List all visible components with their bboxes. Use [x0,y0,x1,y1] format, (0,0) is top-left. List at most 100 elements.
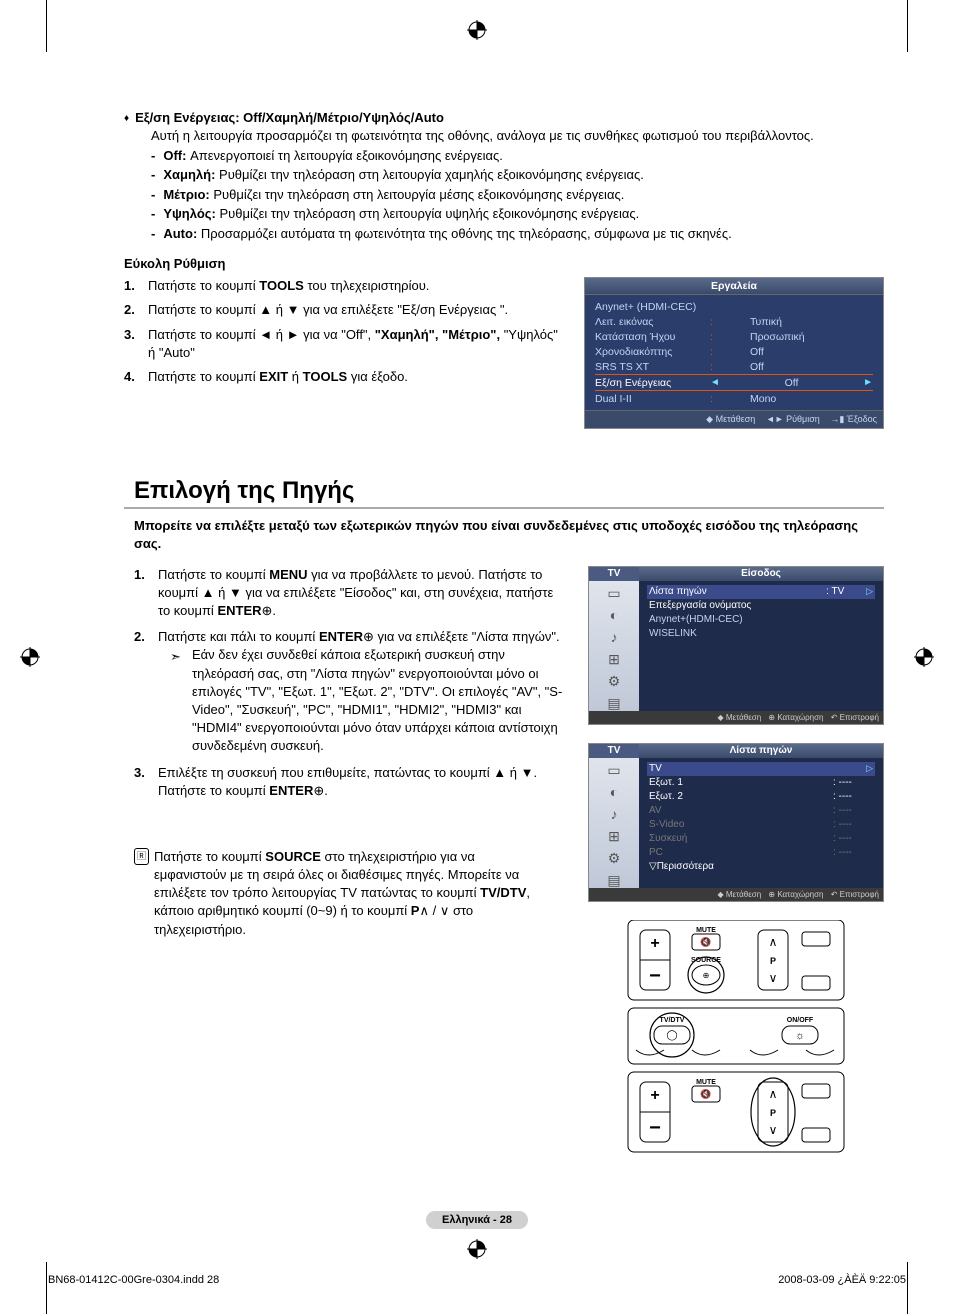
picture-icon: ◐ [606,784,622,800]
title-underline [124,507,884,509]
step-item: Πατήστε και πάλι το κουμπί ENTER⊕ για να… [134,628,568,755]
svg-text:ON/OFF: ON/OFF [787,1017,814,1024]
channel-icon: ⊞ [606,828,622,844]
crop-mark [46,0,47,52]
svg-text:P: P [770,1108,776,1118]
osd-item: PC: ---- [647,846,875,860]
document-footer: BN68-01412C-00Gre-0304.indd 28 2008-03-0… [48,1274,906,1286]
tools-menu-row: Λειτ. εικόνας:Τυπική [595,314,873,329]
footer-hint: ⊕ Καταχώρηση [768,890,823,899]
energy-desc: Αυτή η λειτουργία προσαρμόζει τη φωτεινό… [151,127,884,145]
svg-text:P: P [770,956,776,966]
crop-mark [907,1262,908,1314]
osd-tv-label: TV [589,567,639,581]
svg-text:+: + [650,935,659,952]
crop-mark [46,1262,47,1314]
sound-icon: ♪ [606,806,622,822]
tools-menu-row: Dual I-II:Mono [595,391,873,406]
osd-input-menu: TV Είσοδος ▭ ◐ ♪ ⊞ ⚙ ▤ Λίστα πηγών: TV▷Ε… [588,566,884,725]
tools-menu-row: Κατάσταση Ήχου:Προσωπική [595,329,873,344]
tools-menu-header: Εργαλεία [585,278,883,295]
bullet-icon: ♦ [124,113,129,124]
dash-item: -Χαμηλή: Ρυθμίζει την τηλεόραση στη λειτ… [151,166,884,184]
osd-item: Επεξεργασία ονόματος [647,599,875,613]
registration-mark-icon [20,647,40,667]
osd-item: AV: ---- [647,804,875,818]
osd-tv-label: TV [589,744,639,758]
setup-icon: ⚙ [606,850,622,866]
page-number-pill: Ελληνικά - 28 [426,1211,528,1229]
dash-item: -Off: Απενεργοποιεί τη λειτουργία εξοικο… [151,147,884,165]
remote-icon: 🅁 [134,848,149,865]
tools-menu-row: Εξ/ση Ενέργειας◄Off► [595,374,873,391]
doc-filename: BN68-01412C-00Gre-0304.indd 28 [48,1274,219,1286]
osd-sidebar: ▭ ◐ ♪ ⊞ ⚙ ▤ [589,758,639,888]
picture-icon: ◐ [606,607,622,623]
footer-hint: ◄► Ρύθμιση [766,414,820,424]
dash-item: -Auto: Προσαρμόζει αυτόματα τη φωτεινότη… [151,225,884,243]
input-list-icon: ▤ [606,872,622,888]
svg-text:◯: ◯ [666,1030,677,1041]
step-item: Πατήστε το κουμπί MENU για να προβάλλετε… [134,566,568,621]
osd-footer: ◆ Μετάθεση ⊕ Καταχώρηση ↶ Επιστροφή [589,711,883,724]
note-block: ➣Εάν δεν έχει συνδεθεί κάποια εξωτερική … [158,646,568,755]
osd-item: Λίστα πηγών: TV▷ [647,585,875,599]
step-item: Πατήστε το κουμπί EXIT ή TOOLS για έξοδο… [124,368,568,386]
doc-timestamp: 2008-03-09 ¿ÀÈÄ 9:22:05 [778,1274,906,1286]
dash-item: -Υψηλός: Ρυθμίζει την τηλεόραση στη λειτ… [151,205,884,223]
easy-setup-title: Εύκολη Ρύθμιση [124,256,884,271]
svg-text:☼: ☼ [795,1030,805,1042]
easy-setup-section: Εύκολη Ρύθμιση Πατήστε το κουμπί TOOLS τ… [124,256,884,429]
svg-text:∨: ∨ [769,971,778,985]
svg-text:∧: ∧ [769,1087,778,1101]
input-icon: ▭ [606,762,622,778]
remote-diagram: + − MUTE 🔇 SOURCE ⊕ ∧ P ∨ [588,920,884,1160]
registration-mark-icon [467,20,487,40]
sound-icon: ♪ [606,629,622,645]
setup-icon: ⚙ [606,673,622,689]
svg-text:MUTE: MUTE [696,927,716,934]
footer-hint: ◆ Μετάθεση [706,414,755,424]
footer-hint: ↶ Επιστροφή [831,713,879,722]
input-icon: ▭ [606,585,622,601]
svg-text:∨: ∨ [769,1123,778,1137]
osd-item: Εξωτ. 2: ---- [647,790,875,804]
step-item: Επιλέξτε τη συσκευή που επιθυμείτε, πατώ… [134,764,568,800]
osd-item: WISELINK [647,627,875,641]
registration-mark-icon [914,647,934,667]
svg-text:⊕: ⊕ [703,971,710,980]
osd-item: S-Video: ---- [647,818,875,832]
remote-note: 🅁 Πατήστε το κουμπί SOURCE στο τηλεχειρι… [124,848,544,939]
svg-text:TV/DTV: TV/DTV [660,1017,685,1024]
input-list-icon: ▤ [606,695,622,711]
svg-text:🔇: 🔇 [700,1088,711,1099]
tools-menu-row: Χρονοδιακόπτης:Off [595,344,873,359]
crop-mark [907,0,908,52]
osd-item: Anynet+(HDMI-CEC) [647,613,875,627]
dash-item: -Μέτριο: Ρυθμίζει την τηλεόραση στη λειτ… [151,186,884,204]
osd-title: Λίστα πηγών [639,744,883,758]
energy-saving-section: ♦ Εξ/ση Ενέργειας: Off/Χαμηλή/Μέτριο/Υψη… [124,110,884,242]
osd-item: TV▷ [647,762,875,776]
osd-source-list-menu: TV Λίστα πηγών ▭ ◐ ♪ ⊞ ⚙ ▤ TV▷Εξωτ. 1: -… [588,743,884,902]
svg-text:−: − [649,965,661,987]
osd-item: ▽Περισσότερα [647,860,875,874]
tools-menu-row: SRS TS XT:Off [595,359,873,374]
source-section-title: Επιλογή της Πηγής [124,477,884,505]
energy-title: Εξ/ση Ενέργειας: Off/Χαμηλή/Μέτριο/Υψηλό… [135,110,444,125]
step-item: Πατήστε το κουμπί ▲ ή ▼ για να επιλέξετε… [124,301,568,319]
osd-footer: ◆ Μετάθεση ⊕ Καταχώρηση ↶ Επιστροφή [589,888,883,901]
step-item: Πατήστε το κουμπί ◄ ή ► για να "Off", "Χ… [124,326,568,362]
registration-mark-icon [467,1239,487,1259]
osd-sidebar: ▭ ◐ ♪ ⊞ ⚙ ▤ [589,581,639,711]
tools-menu-footer: ◆ Μετάθεση ◄► Ρύθμιση →▮ Έξοδος [585,410,883,428]
svg-text:🔇: 🔇 [700,936,711,947]
step-item: Πατήστε το κουμπί TOOLS του τηλεχειριστη… [124,277,568,295]
svg-text:−: − [649,1117,661,1139]
osd-item: Εξωτ. 1: ---- [647,776,875,790]
osd-item: Συσκευή: ---- [647,832,875,846]
tools-menu-row: Anynet+ (HDMI-CEC) [595,299,873,314]
tools-menu-osd: Εργαλεία Anynet+ (HDMI-CEC)Λειτ. εικόνας… [584,277,884,429]
svg-text:+: + [650,1087,659,1104]
svg-text:MUTE: MUTE [696,1079,716,1086]
